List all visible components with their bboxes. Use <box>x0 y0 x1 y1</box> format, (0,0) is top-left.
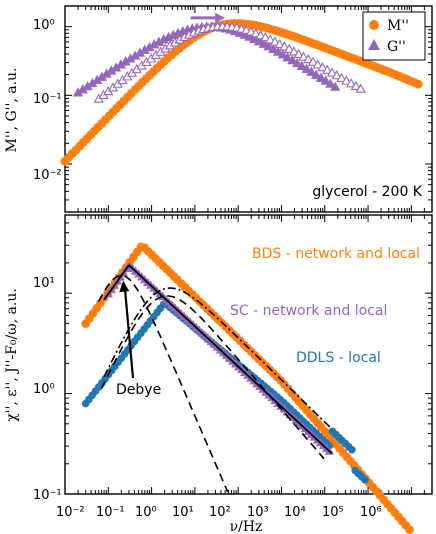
xtick-1: 10⁻² <box>56 505 85 520</box>
g-point <box>277 49 288 59</box>
xtick-7: 10⁴ <box>284 505 306 520</box>
g-open-point <box>312 59 323 69</box>
xtick-8: 10⁵ <box>322 505 344 520</box>
g-open-point <box>326 67 338 77</box>
g-open-point <box>298 51 309 61</box>
g-point <box>272 46 284 56</box>
g-point <box>320 75 331 85</box>
g-open-point <box>288 46 300 56</box>
g-open-point <box>345 78 357 88</box>
bottom-ytick-1: 10⁻¹ <box>33 488 62 503</box>
g-open-point <box>331 70 342 80</box>
bottom-ytick-3: 10¹ <box>33 276 55 291</box>
g-point <box>268 43 279 54</box>
g-point <box>315 72 327 82</box>
top-panel-frame <box>64 5 433 213</box>
top-ylabel: M'', G'', a.u. <box>4 68 20 153</box>
xtick-5: 10² <box>209 505 231 520</box>
g-point <box>330 81 341 91</box>
g-point <box>287 54 298 65</box>
bottom-ytick-2: 10⁰ <box>33 382 55 397</box>
g-point <box>296 60 307 71</box>
g-open-point <box>317 61 328 72</box>
g-open-point <box>255 29 266 40</box>
g-open-point <box>307 56 319 66</box>
xtick-9: 10⁶ <box>360 505 382 520</box>
g-point <box>263 41 274 51</box>
g-open-point <box>350 80 361 91</box>
xtick-2: 10⁻¹ <box>96 505 125 520</box>
g-point <box>291 57 303 68</box>
g-open-point <box>303 54 314 64</box>
top-data-marks <box>60 12 423 166</box>
annotation-debye: Debye <box>116 382 161 398</box>
bottom-data-marks <box>81 242 414 534</box>
g-point <box>325 78 336 88</box>
ddls-point <box>348 445 356 454</box>
g-open-point <box>293 48 304 59</box>
g-point <box>306 66 317 76</box>
g-point <box>301 63 312 73</box>
bds-point <box>405 525 414 534</box>
top-ytick-3: 10⁰ <box>33 18 55 33</box>
annotation-bds: BDS - network and local <box>252 246 420 262</box>
xtick-6: 10³ <box>247 505 269 520</box>
g-open-point <box>355 83 366 93</box>
shift-arrow-head <box>215 12 226 23</box>
debye-arrow <box>124 290 135 379</box>
legend-entry-M: M'' <box>387 18 409 34</box>
annotation-sc: SC - network and local <box>230 303 387 319</box>
m-point <box>413 79 423 89</box>
top-ytick-1: 10⁻² <box>33 168 62 183</box>
fit-solid-line <box>103 264 333 455</box>
g-point <box>282 52 293 62</box>
bottom-panel-frame <box>64 214 433 495</box>
g-open-point <box>341 75 352 85</box>
g-open-point <box>279 41 290 51</box>
g-open-point <box>322 64 333 74</box>
g-open-point <box>269 36 281 46</box>
debye-line <box>97 274 229 493</box>
legend-marker-G <box>368 39 380 50</box>
xtick-3: 10⁰ <box>135 505 157 520</box>
fit-dashdot-line <box>103 287 333 430</box>
g-point <box>311 69 322 79</box>
xlabel: ν/Hz <box>230 519 263 534</box>
g-open-point <box>274 38 285 49</box>
g-point <box>258 38 269 48</box>
xtick-4: 10¹ <box>172 505 194 520</box>
ddls-point <box>361 476 369 484</box>
g-open-point <box>260 32 271 42</box>
bottom-ylabel: χ'', ε'', J''-F₀/ω, a.u. <box>4 288 20 422</box>
legend-entry-G: G'' <box>387 39 406 55</box>
annotation-ddls: DDLS - local <box>296 350 381 366</box>
g-open-point <box>264 34 276 44</box>
debye-arrow-head <box>119 280 130 293</box>
g-open-point <box>284 43 295 53</box>
legend-marker-M <box>369 20 379 30</box>
bottom-ticks <box>64 214 433 495</box>
fit-dashed-line <box>100 295 325 460</box>
top-annotation: glycerol - 200 K <box>312 184 422 200</box>
g-open-point <box>336 72 347 82</box>
legend: M'' G'' <box>362 11 426 61</box>
legend-box <box>362 11 426 61</box>
top-ytick-2: 10⁻¹ <box>33 92 62 107</box>
